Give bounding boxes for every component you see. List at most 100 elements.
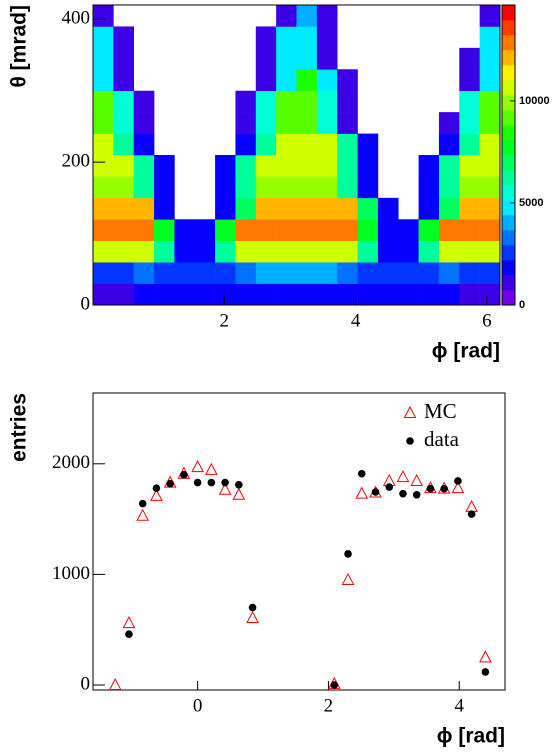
heatmap-cell — [174, 48, 195, 70]
y-tick-label: 2000 — [52, 452, 90, 473]
plot-frame — [92, 392, 506, 691]
x-tick-label: 0 — [193, 695, 203, 716]
heatmap-cell — [215, 112, 236, 134]
heatmap-cell — [459, 219, 480, 242]
heatmap-cell — [133, 219, 155, 242]
legend-marker — [403, 405, 417, 418]
heatmap-cell — [438, 155, 460, 177]
heatmap-cell — [398, 112, 419, 134]
heatmap-cell — [419, 112, 440, 134]
heatmap-cell — [235, 155, 257, 177]
heatmap-cell — [154, 219, 175, 242]
heatmap-cell — [276, 219, 297, 242]
heatmap-cell — [195, 69, 216, 91]
heatmap-cell — [357, 155, 379, 177]
heatmap-cell — [235, 262, 257, 284]
heatmap-cell — [398, 48, 419, 70]
heatmap-cell — [134, 48, 155, 70]
heatmap-cell — [154, 5, 175, 27]
heatmap-cell — [133, 155, 155, 177]
heatmap-cell — [215, 240, 236, 263]
heatmap-cell — [316, 283, 338, 306]
heatmap-cell — [113, 112, 134, 134]
x-axis-title: ϕ [rad] — [437, 725, 505, 748]
heatmap-cell — [174, 219, 196, 242]
heatmap-cell — [133, 90, 155, 113]
data-point — [152, 484, 161, 492]
heatmap-cell — [235, 48, 256, 70]
heatmap-cell — [296, 176, 318, 199]
heatmap-cell — [215, 155, 236, 177]
heatmap-cell — [316, 133, 338, 156]
heatmap-cell — [235, 133, 257, 156]
heatmap-cell — [459, 133, 480, 156]
data-point — [138, 499, 147, 508]
heatmap-cell — [378, 155, 399, 177]
heatmap-cell — [316, 26, 338, 49]
heatmap-cell — [438, 133, 460, 156]
heatmap-cell — [296, 26, 318, 49]
heatmap-cell — [459, 283, 480, 306]
heatmap-cell — [377, 283, 399, 306]
heatmap-cell — [357, 219, 379, 242]
heatmap-cell — [439, 26, 460, 48]
heatmap-cell — [398, 198, 419, 220]
heatmap-cell — [337, 219, 358, 242]
data-point — [355, 486, 369, 499]
heatmap-cell — [439, 48, 460, 70]
heatmap-cell — [276, 69, 297, 92]
heatmap-cell — [459, 112, 480, 134]
heatmap-cell — [255, 47, 277, 70]
heatmap-cell — [235, 112, 257, 134]
heatmap-cell — [316, 176, 338, 199]
heatmap-cell — [377, 219, 399, 242]
heatmap-cell — [93, 69, 114, 92]
heatmap-cell — [419, 26, 440, 48]
data-point — [191, 460, 204, 473]
heatmap-cell — [377, 240, 399, 263]
heatmap-cell — [378, 69, 399, 91]
x-tick-label: 6 — [482, 310, 492, 331]
heatmap-cell — [256, 5, 277, 27]
heatmap-cell — [93, 155, 114, 177]
heatmap-cell — [479, 197, 501, 220]
heatmap-cell — [133, 262, 155, 284]
heatmap-cell — [174, 112, 195, 134]
heatmap-cell — [479, 133, 501, 156]
heatmap-cell — [337, 5, 358, 27]
heatmap-cell — [255, 155, 277, 177]
colorbar-tick-label: 10000 — [519, 95, 550, 107]
heatmap-cell — [276, 176, 297, 199]
heatmap-cell — [438, 283, 460, 306]
data-point — [232, 487, 246, 500]
heatmap-cell — [215, 69, 236, 91]
heatmap-cell — [133, 112, 155, 134]
x-axis-title: ϕ [rad] — [432, 340, 500, 363]
heatmap-cell — [439, 5, 460, 27]
heatmap-cell — [358, 48, 379, 70]
heatmap-cell — [418, 219, 440, 242]
heatmap-cell — [235, 219, 257, 242]
heatmap-cell — [378, 176, 399, 198]
heatmap-cell — [255, 90, 277, 113]
heatmap-cell — [398, 240, 419, 263]
heatmap-cell — [459, 262, 480, 284]
heatmap-cell — [113, 262, 134, 284]
heatmap-cell — [154, 155, 175, 177]
heatmap-cell — [459, 5, 480, 27]
heatmap-cell — [276, 133, 297, 156]
heatmap-cell — [296, 69, 318, 92]
legend-marker — [406, 437, 414, 445]
heatmap-cell — [174, 240, 196, 263]
heatmap-cell — [357, 240, 379, 263]
data-point — [246, 610, 259, 623]
x-tick-label: 4 — [351, 310, 361, 331]
heatmap-cell — [235, 90, 257, 113]
heatmap-cell — [113, 5, 134, 27]
y-tick-label: 200 — [62, 151, 91, 172]
heatmap-cell — [418, 262, 440, 284]
heatmap-cell — [337, 176, 358, 199]
heatmap-cell — [113, 283, 134, 306]
heatmap-cell — [276, 5, 297, 27]
heatmap-cell — [419, 48, 440, 70]
